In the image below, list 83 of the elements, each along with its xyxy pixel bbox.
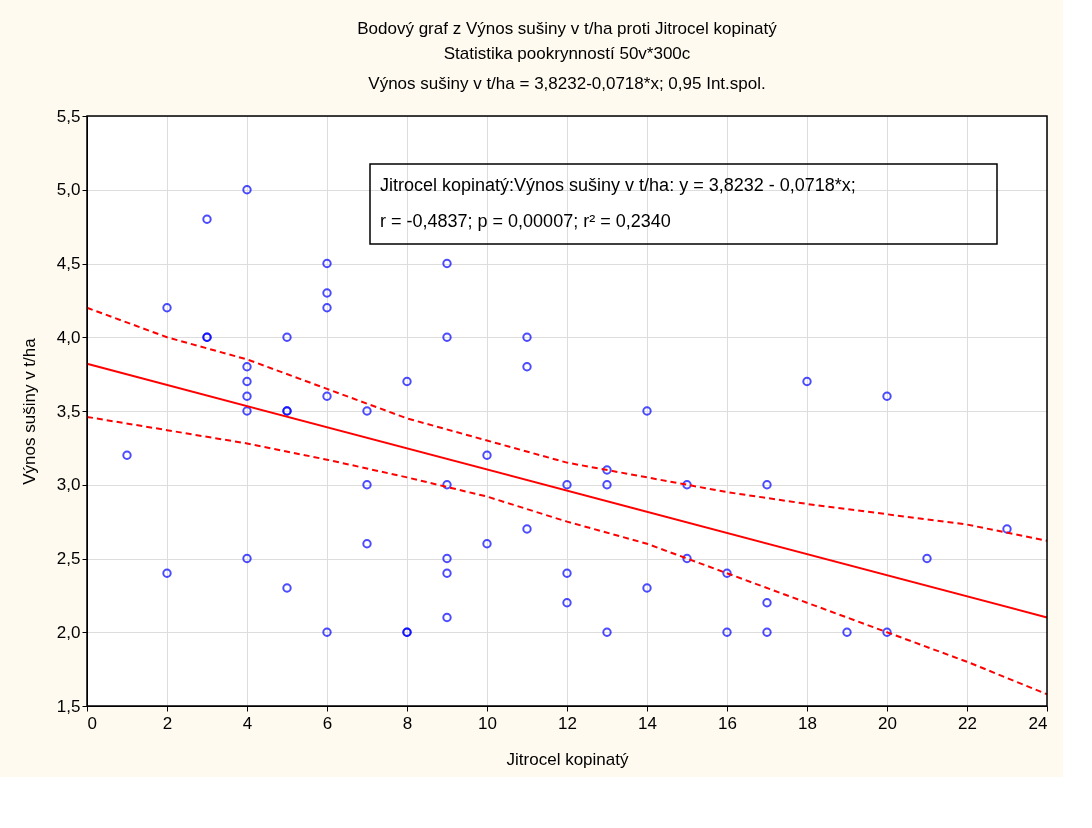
x-tick-label: 22 bbox=[958, 713, 977, 733]
annotation: r = -0,4837; p = 0,00007; r² = 0,2340 bbox=[380, 211, 671, 231]
point bbox=[562, 598, 572, 608]
point bbox=[322, 627, 332, 637]
y-tick-label: 3,5 bbox=[56, 401, 81, 421]
y-tick-label: 4,0 bbox=[56, 327, 81, 347]
x-tick-label: 20 bbox=[878, 713, 897, 733]
chart-title: Bodový graf z Výnos sušiny v t/ha proti Jitrocel kopinatý bbox=[357, 19, 778, 38]
x-tick-label: 16 bbox=[718, 713, 737, 733]
point bbox=[762, 627, 772, 637]
point bbox=[322, 258, 332, 269]
point bbox=[282, 332, 292, 342]
point bbox=[642, 406, 652, 416]
x-tick-label: 24 bbox=[1028, 713, 1048, 733]
y-tick-label: 5,5 bbox=[56, 106, 81, 126]
y-tick-label: 2,0 bbox=[56, 622, 81, 642]
point bbox=[522, 524, 532, 534]
x-tick-label: 0 bbox=[87, 713, 97, 733]
point bbox=[1002, 524, 1012, 534]
point bbox=[442, 612, 452, 623]
point bbox=[882, 627, 892, 637]
point bbox=[242, 391, 252, 401]
point bbox=[562, 480, 572, 490]
point bbox=[442, 568, 452, 578]
y-tick-label: 3,0 bbox=[56, 475, 81, 495]
point bbox=[762, 598, 772, 608]
y-tick-label: 2,5 bbox=[56, 549, 81, 568]
point bbox=[362, 480, 372, 490]
point bbox=[842, 627, 852, 637]
y-tick-label: 4,5 bbox=[56, 254, 81, 273]
chart-subtitle: Statistika pookrynností 50v*300c Výnos sušiny v t/ha = 3,8232-0,0718*x; 0,95 Int.spol. bbox=[368, 44, 766, 93]
x-axis-title: Jitrocel kopinatý bbox=[506, 749, 629, 769]
annotation: Jitrocel kopinatý:Výnos sušiny v t/ha: y = 3,8232 - 0,0718*x; bbox=[380, 175, 856, 195]
point bbox=[882, 391, 892, 401]
point bbox=[322, 391, 332, 401]
point bbox=[162, 568, 172, 578]
point bbox=[242, 376, 252, 387]
y-tick-label: 1,5 bbox=[56, 696, 81, 716]
point bbox=[722, 627, 732, 637]
point bbox=[802, 376, 812, 387]
point bbox=[442, 258, 452, 269]
point bbox=[322, 288, 332, 298]
point bbox=[122, 450, 132, 460]
point bbox=[242, 185, 252, 195]
point bbox=[202, 214, 212, 224]
point bbox=[442, 480, 452, 490]
point bbox=[242, 362, 252, 372]
point bbox=[362, 406, 372, 416]
x-tick-label: 10 bbox=[478, 713, 497, 733]
point bbox=[482, 539, 492, 549]
point bbox=[682, 553, 692, 564]
x-tick-label: 6 bbox=[322, 713, 333, 733]
y-tick-label: 5,0 bbox=[56, 180, 81, 200]
x-tick-label: 2 bbox=[162, 713, 173, 733]
x-tick-label: 18 bbox=[798, 713, 817, 733]
point bbox=[682, 480, 692, 490]
point bbox=[522, 332, 532, 342]
point bbox=[602, 627, 612, 637]
point bbox=[562, 568, 572, 578]
point bbox=[282, 583, 292, 593]
point bbox=[642, 583, 652, 593]
point bbox=[442, 553, 452, 564]
point bbox=[522, 362, 532, 372]
point bbox=[362, 539, 372, 549]
point bbox=[242, 553, 252, 564]
x-tick-label: 14 bbox=[638, 713, 657, 733]
point bbox=[722, 568, 732, 578]
x-tick-label: 4 bbox=[242, 713, 253, 733]
point bbox=[482, 450, 492, 460]
point bbox=[602, 480, 612, 490]
point bbox=[442, 332, 452, 342]
point bbox=[162, 303, 172, 313]
y-axis-title: Výnos sušiny v t/ha bbox=[19, 337, 39, 485]
point bbox=[322, 303, 332, 313]
line-series bbox=[86, 415, 1048, 696]
point bbox=[602, 465, 612, 475]
x-tick-label: 12 bbox=[558, 713, 577, 733]
point bbox=[402, 376, 412, 387]
point bbox=[242, 406, 252, 416]
point bbox=[922, 553, 932, 564]
point bbox=[762, 480, 772, 490]
x-tick-label: 8 bbox=[402, 713, 413, 733]
line-series bbox=[86, 306, 1048, 542]
